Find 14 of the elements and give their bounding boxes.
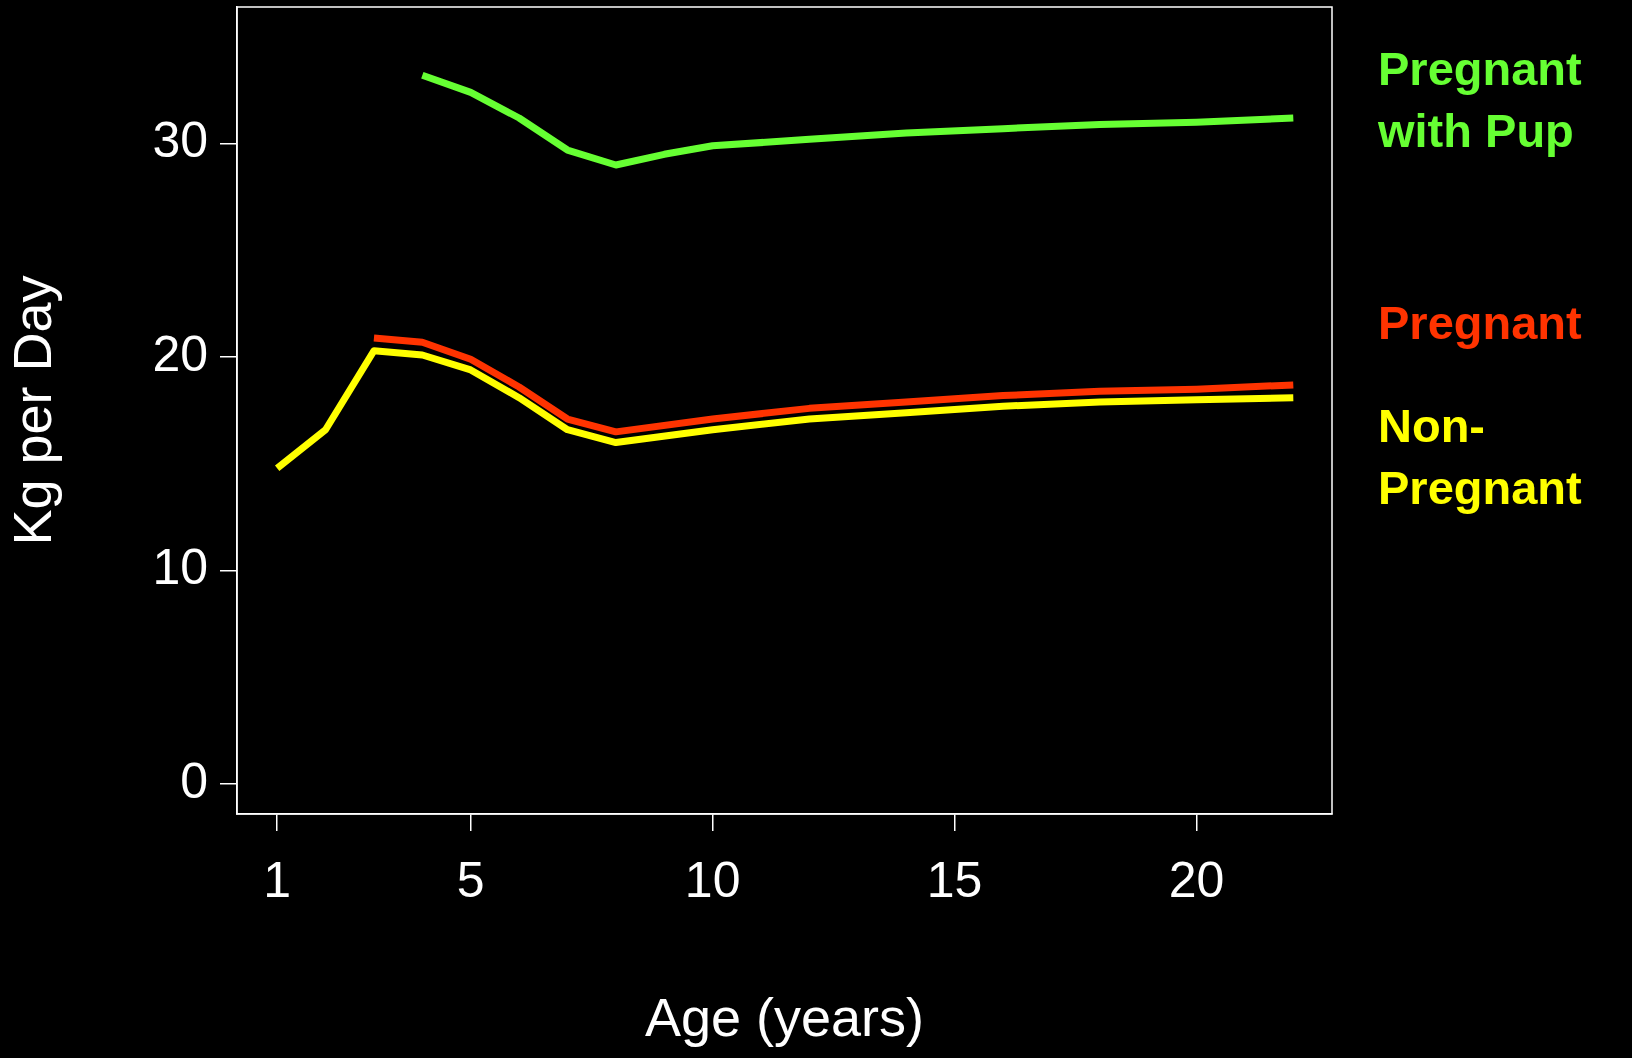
series-label: Non-Pregnant bbox=[1378, 398, 1583, 516]
x-tick-label: 10 bbox=[684, 851, 741, 908]
series-label: Pregnant with Pup bbox=[1378, 41, 1583, 159]
series-label: Pregnant bbox=[1378, 295, 1583, 351]
y-tick-label: 0 bbox=[180, 752, 208, 809]
x-axis-title: Age (years) bbox=[644, 987, 925, 1048]
x-tick-label: 20 bbox=[1168, 851, 1225, 908]
y-tick-label: 30 bbox=[152, 112, 208, 169]
y-tick-label: 10 bbox=[152, 539, 208, 596]
x-tick-label: 5 bbox=[456, 851, 485, 908]
y-axis-title: Kg per Day bbox=[2, 275, 63, 546]
x-tick-label: 1 bbox=[263, 851, 292, 908]
y-tick-label: 20 bbox=[152, 325, 208, 382]
x-tick-label: 15 bbox=[926, 851, 983, 908]
